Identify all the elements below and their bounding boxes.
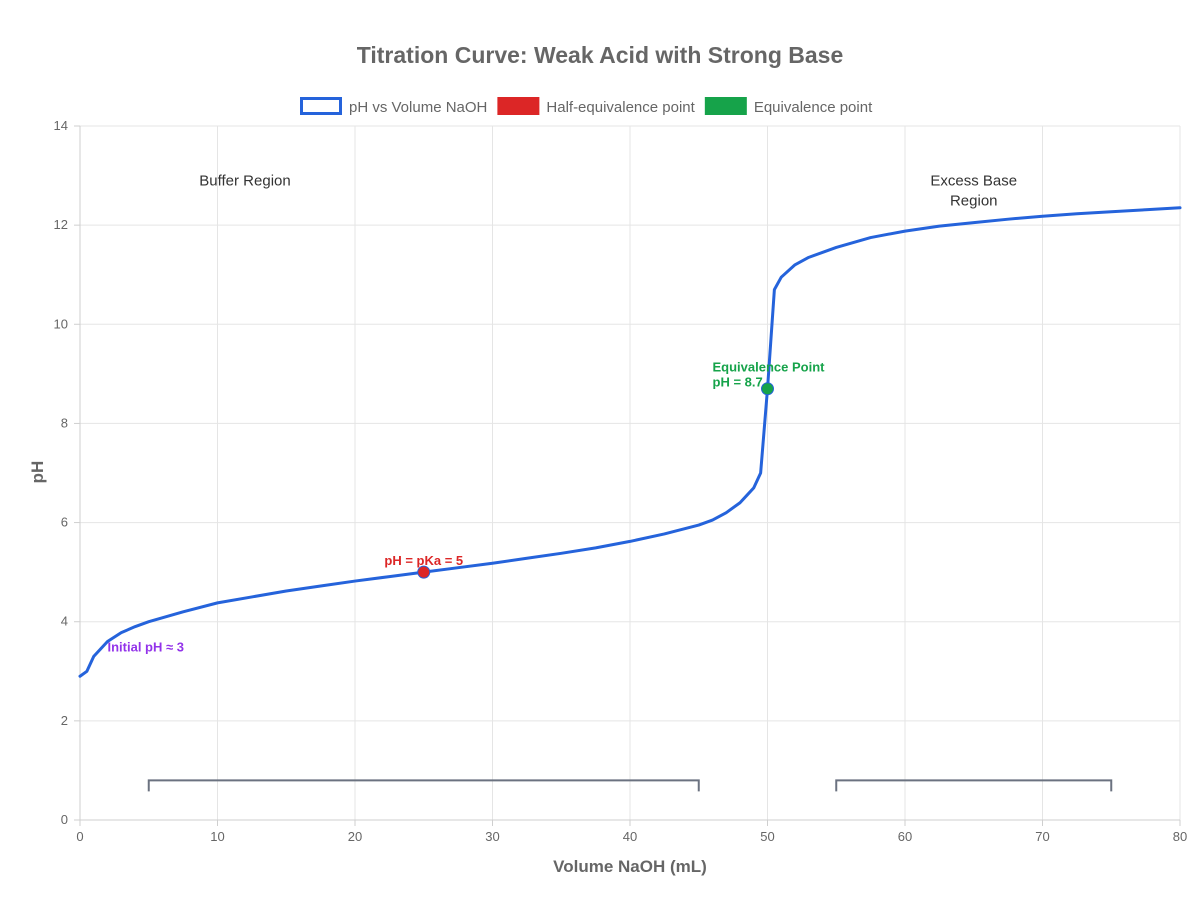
legend: pH vs Volume NaOH Half-equivalence point E… (300, 97, 873, 116)
region-label: Buffer Region (199, 173, 290, 190)
legend-label: pH vs Volume NaOH (349, 99, 487, 116)
y-tick-label: 8 (61, 415, 68, 430)
ph-curve-line (78, 206, 1182, 678)
y-axis-ticks: 0 2 4 6 8 10 12 14 (54, 118, 68, 827)
series-points (417, 382, 774, 579)
annotation-label: Initial pH ≈ 3 (108, 640, 184, 655)
x-tick-label: 30 (485, 829, 499, 844)
series-lines (78, 206, 1182, 678)
y-tick-label: 0 (61, 812, 68, 827)
x-tick-label: 0 (76, 829, 83, 844)
annotation-label: Equivalence Point (713, 359, 826, 374)
x-axis-title: Volume NaOH (mL) (553, 857, 707, 876)
x-tick-label: 10 (210, 829, 224, 844)
x-tick-label: 80 (1173, 829, 1187, 844)
y-axis-title: pH (28, 461, 47, 484)
legend-label: Half-equivalence point (546, 99, 695, 116)
annotation-label: pH = pKa = 5 (384, 553, 463, 568)
y-tick-label: 4 (61, 614, 68, 629)
y-tick-label: 10 (54, 316, 68, 331)
x-tick-label: 60 (898, 829, 912, 844)
x-tick-label: 70 (1035, 829, 1049, 844)
y-tick-label: 14 (54, 118, 68, 133)
x-tick-label: 50 (760, 829, 774, 844)
x-tick-label: 40 (623, 829, 637, 844)
chart-title: Titration Curve: Weak Acid with Strong B… (357, 42, 844, 68)
equivalence-point-marker (761, 382, 774, 396)
half-equivalence-point-marker (417, 565, 431, 579)
axes (74, 125, 1181, 826)
x-tick-label: 20 (348, 829, 362, 844)
x-axis-ticks: 0 10 20 30 40 50 60 70 80 (76, 829, 1187, 844)
annotations: Initial pH ≈ 3 pH = pKa = 5 Equivalence Po… (108, 359, 826, 654)
region-bracket (835, 779, 1113, 792)
annotation-label: pH = 8.7 (713, 374, 763, 389)
legend-swatch-equivalence (704, 97, 747, 115)
legend-label: Equivalence point (754, 99, 873, 116)
region-brackets (147, 779, 1113, 792)
legend-swatch-line (300, 97, 342, 115)
region-labels: Buffer Region Excess Base Region (199, 173, 1017, 210)
y-tick-label: 12 (54, 217, 68, 232)
grid-lines (80, 125, 1181, 820)
y-tick-label: 6 (61, 515, 68, 530)
legend-swatch-half-equivalence (497, 97, 540, 115)
region-bracket (147, 779, 700, 792)
y-tick-label: 2 (61, 713, 68, 728)
region-label: Excess Base (930, 173, 1017, 190)
region-label: Region (950, 193, 998, 210)
